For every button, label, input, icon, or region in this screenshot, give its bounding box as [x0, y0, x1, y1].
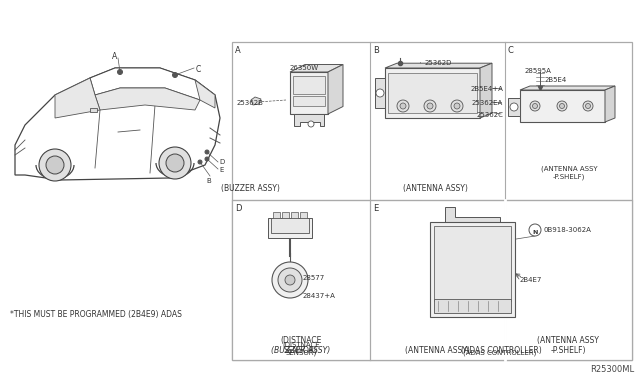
Polygon shape — [294, 114, 324, 126]
Circle shape — [532, 103, 538, 109]
Circle shape — [583, 101, 593, 111]
Circle shape — [272, 262, 308, 298]
Bar — [520, 90, 605, 122]
Bar — [375, 78, 385, 108]
Circle shape — [205, 157, 209, 161]
Bar — [291, 212, 298, 218]
Text: C: C — [196, 65, 201, 74]
Polygon shape — [95, 88, 200, 110]
Polygon shape — [385, 63, 492, 68]
Circle shape — [557, 101, 567, 111]
Text: (ANTENNA ASSY): (ANTENNA ASSY) — [403, 184, 467, 193]
Text: (ANTENNA ASSY): (ANTENNA ASSY) — [404, 346, 469, 355]
Text: (ANTENNA ASSY
-P.SHELF): (ANTENNA ASSY -P.SHELF) — [541, 166, 597, 180]
Circle shape — [205, 150, 209, 154]
Circle shape — [198, 160, 202, 164]
Circle shape — [510, 103, 518, 111]
Bar — [434, 299, 511, 313]
Polygon shape — [480, 63, 492, 118]
Circle shape — [400, 103, 406, 109]
Bar — [290, 72, 328, 114]
Bar — [508, 98, 520, 116]
Circle shape — [427, 103, 433, 109]
Text: 28577: 28577 — [303, 275, 325, 281]
Text: (DISTNACE
SENSOR): (DISTNACE SENSOR) — [280, 336, 322, 355]
Bar — [293, 96, 325, 106]
Polygon shape — [90, 68, 215, 100]
Text: (BUZZER ASSY): (BUZZER ASSY) — [221, 184, 280, 193]
Circle shape — [166, 154, 184, 172]
Circle shape — [285, 275, 295, 285]
Text: B: B — [373, 46, 379, 55]
Text: D: D — [219, 159, 224, 165]
Text: E: E — [219, 167, 223, 173]
Text: 25362D: 25362D — [425, 60, 452, 66]
Circle shape — [159, 147, 191, 179]
Bar — [232, 200, 632, 360]
Text: D: D — [235, 204, 241, 213]
Bar — [388, 73, 477, 113]
Circle shape — [529, 224, 541, 236]
Circle shape — [46, 156, 64, 174]
Text: 28595A: 28595A — [525, 68, 552, 74]
Polygon shape — [445, 207, 500, 222]
Polygon shape — [195, 80, 215, 108]
Text: 25362EA: 25362EA — [472, 100, 503, 106]
Text: 0B918-3062A: 0B918-3062A — [543, 227, 591, 233]
Circle shape — [308, 121, 314, 127]
Polygon shape — [520, 86, 615, 90]
Bar — [434, 226, 511, 301]
Circle shape — [424, 100, 436, 112]
Polygon shape — [605, 86, 615, 122]
Text: 2B5E4: 2B5E4 — [545, 77, 567, 83]
Text: (ADAS CONTROLLER): (ADAS CONTROLLER) — [461, 346, 541, 355]
Bar — [385, 68, 480, 118]
Polygon shape — [251, 97, 261, 105]
Circle shape — [376, 89, 384, 97]
Text: R25300ML: R25300ML — [590, 365, 634, 372]
Circle shape — [173, 73, 177, 77]
Circle shape — [454, 103, 460, 109]
Text: 28437+A: 28437+A — [303, 293, 336, 299]
Polygon shape — [328, 64, 343, 114]
Circle shape — [397, 100, 409, 112]
Text: (ANTENNA ASSY
-P.SHELF): (ANTENNA ASSY -P.SHELF) — [537, 336, 599, 355]
Circle shape — [586, 103, 591, 109]
Circle shape — [118, 70, 122, 74]
Text: C: C — [508, 46, 514, 55]
Bar — [282, 212, 289, 218]
Circle shape — [451, 100, 463, 112]
Circle shape — [530, 101, 540, 111]
Text: N: N — [532, 230, 538, 235]
Text: (ADAS CONTROLLER): (ADAS CONTROLLER) — [463, 350, 537, 356]
Polygon shape — [15, 68, 220, 180]
Bar — [232, 42, 632, 360]
Bar — [271, 218, 309, 233]
Text: 2B4E7: 2B4E7 — [520, 277, 542, 283]
Text: A: A — [235, 46, 241, 55]
Text: 25362C: 25362C — [476, 112, 503, 118]
Bar — [300, 212, 307, 218]
Text: 25362B: 25362B — [237, 100, 264, 106]
Bar — [293, 76, 325, 94]
Text: (BUZZER ASSY): (BUZZER ASSY) — [271, 346, 331, 355]
Text: *THIS MUST BE PROGRAMMED (2B4E9) ADAS: *THIS MUST BE PROGRAMMED (2B4E9) ADAS — [10, 310, 182, 319]
Text: E: E — [373, 204, 378, 213]
Bar — [430, 222, 515, 317]
Text: 2B5E4+A: 2B5E4+A — [470, 86, 503, 92]
Polygon shape — [55, 78, 100, 118]
Polygon shape — [90, 108, 97, 112]
Circle shape — [559, 103, 564, 109]
Text: (DISTNACE
SENSOR): (DISTNACE SENSOR) — [282, 342, 320, 356]
Bar — [273, 212, 280, 218]
Polygon shape — [290, 64, 343, 72]
Circle shape — [278, 268, 302, 292]
Text: 26350W: 26350W — [290, 65, 319, 71]
Bar — [268, 218, 312, 238]
Circle shape — [39, 149, 71, 181]
Text: B: B — [206, 178, 211, 184]
Text: A: A — [112, 52, 117, 61]
